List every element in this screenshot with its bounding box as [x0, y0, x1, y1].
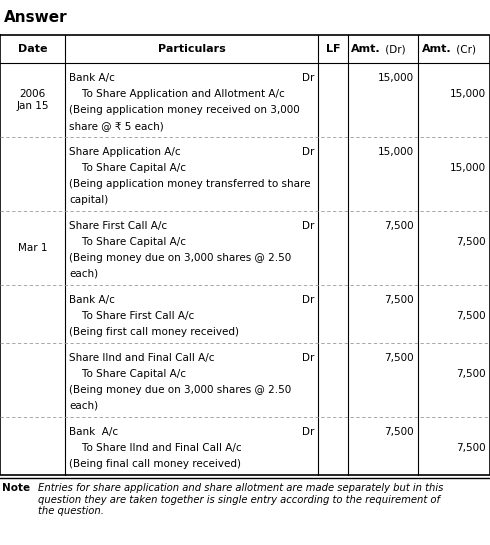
Text: (Being money due on 3,000 shares @ 2.50: (Being money due on 3,000 shares @ 2.50 [69, 385, 291, 395]
Text: Amt.: Amt. [351, 44, 381, 54]
Text: 7,500: 7,500 [456, 369, 486, 379]
Text: Note: Note [2, 483, 30, 493]
Text: 7,500: 7,500 [456, 443, 486, 453]
Text: (Dr): (Dr) [382, 44, 406, 54]
Text: each): each) [69, 269, 98, 279]
Text: Answer: Answer [4, 10, 68, 25]
Text: 7,500: 7,500 [456, 311, 486, 321]
Text: Dr: Dr [302, 73, 314, 83]
Text: 7,500: 7,500 [384, 353, 414, 363]
Text: Date: Date [18, 44, 47, 54]
Text: 7,500: 7,500 [456, 237, 486, 247]
Text: Share First Call A/c: Share First Call A/c [69, 221, 167, 231]
Text: To Share Capital A/c: To Share Capital A/c [69, 369, 186, 379]
Text: (Cr): (Cr) [453, 44, 476, 54]
Text: Amt.: Amt. [422, 44, 452, 54]
Text: To Share Capital A/c: To Share Capital A/c [69, 163, 186, 173]
Text: Dr: Dr [302, 147, 314, 157]
Text: To Share Application and Allotment A/c: To Share Application and Allotment A/c [69, 89, 285, 99]
Text: 15,000: 15,000 [378, 147, 414, 157]
Text: (Being application money received on 3,000: (Being application money received on 3,0… [69, 105, 300, 115]
Text: To Share IInd and Final Call A/c: To Share IInd and Final Call A/c [69, 443, 242, 453]
Text: Dr: Dr [302, 295, 314, 305]
Text: Bank A/c: Bank A/c [69, 295, 115, 305]
Text: Bank A/c: Bank A/c [69, 73, 115, 83]
Text: (Being money due on 3,000 shares @ 2.50: (Being money due on 3,000 shares @ 2.50 [69, 253, 291, 263]
Text: To Share First Call A/c: To Share First Call A/c [69, 311, 194, 321]
Text: 7,500: 7,500 [384, 221, 414, 231]
Text: (Being first call money received): (Being first call money received) [69, 327, 239, 337]
Text: Dr: Dr [302, 353, 314, 363]
Text: each): each) [69, 401, 98, 411]
Text: 7,500: 7,500 [384, 427, 414, 437]
Text: 7,500: 7,500 [384, 295, 414, 305]
Text: Bank  A/c: Bank A/c [69, 427, 118, 437]
Text: 15,000: 15,000 [450, 89, 486, 99]
Text: 15,000: 15,000 [450, 163, 486, 173]
Text: Entries for share application and share allotment are made separately but in thi: Entries for share application and share … [38, 483, 443, 516]
Text: (Being final call money received): (Being final call money received) [69, 459, 241, 469]
Text: Dr: Dr [302, 221, 314, 231]
Text: Particulars: Particulars [158, 44, 225, 54]
Text: 2006
Jan 15: 2006 Jan 15 [16, 89, 49, 111]
Text: (Being application money transferred to share: (Being application money transferred to … [69, 179, 311, 189]
Text: Dr: Dr [302, 427, 314, 437]
Text: Mar 1: Mar 1 [18, 243, 47, 253]
Text: To Share Capital A/c: To Share Capital A/c [69, 237, 186, 247]
Text: share @ ₹ 5 each): share @ ₹ 5 each) [69, 121, 164, 131]
Text: Share Application A/c: Share Application A/c [69, 147, 181, 157]
Text: capital): capital) [69, 195, 108, 205]
Text: LF: LF [326, 44, 340, 54]
Text: Share IInd and Final Call A/c: Share IInd and Final Call A/c [69, 353, 215, 363]
Text: 15,000: 15,000 [378, 73, 414, 83]
